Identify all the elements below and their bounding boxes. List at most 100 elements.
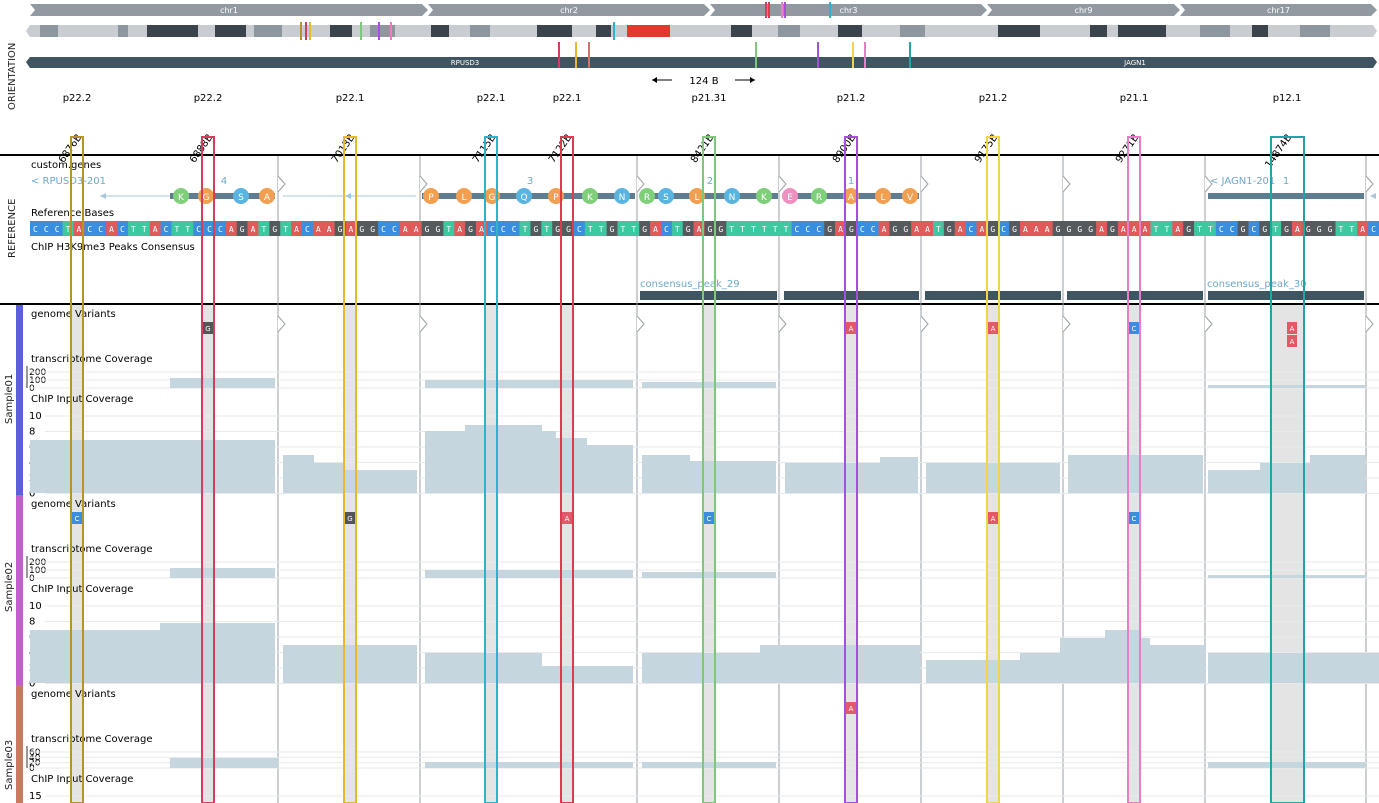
variant-base: C <box>1132 515 1137 523</box>
reference-base-letter: A <box>838 225 843 234</box>
chip-peak[interactable] <box>784 291 919 300</box>
ideogram-marker <box>613 22 615 40</box>
reference-base-letter: A <box>882 225 887 234</box>
section-divider <box>0 154 1379 156</box>
reference-base-letter: A <box>697 225 702 234</box>
variant-call[interactable] <box>562 512 572 524</box>
position-column-7122B[interactable] <box>560 136 574 803</box>
reference-base-letter: A <box>1099 225 1104 234</box>
locus-break-marker <box>277 315 286 333</box>
variant-call[interactable] <box>988 512 998 524</box>
reference-base <box>650 221 662 236</box>
transcript-label-JAGN1-201[interactable]: < JAGN1-201 <box>1210 176 1275 187</box>
variant-call[interactable] <box>704 512 714 524</box>
amino-acid-letter: N <box>619 193 626 203</box>
reference-base <box>998 221 1010 236</box>
reference-base-letter: A <box>1034 225 1039 234</box>
amino-acid-residue <box>756 188 772 204</box>
position-column-7115B[interactable] <box>484 136 498 803</box>
cytoband-dark <box>596 25 611 37</box>
peak-label-30[interactable]: consensus_peak_30 <box>1207 279 1307 290</box>
transcriptome-coverage-bar <box>1208 575 1365 578</box>
cytoband-dark <box>731 25 752 37</box>
peak-label-29[interactable]: consensus_peak_29 <box>640 279 740 290</box>
variant-call[interactable] <box>345 512 355 524</box>
position-column-9271B[interactable] <box>1127 136 1141 803</box>
sample-color-bar <box>16 685 23 803</box>
reference-base <box>573 221 586 236</box>
chip-peak[interactable] <box>1067 291 1203 300</box>
position-column-9175B[interactable] <box>986 136 1000 803</box>
ideogram-marker <box>784 2 786 18</box>
variant-base: C <box>1132 325 1137 333</box>
reference-base-letter: A <box>1045 225 1050 234</box>
reference-base <box>182 221 194 236</box>
ideogram-marker <box>300 22 302 40</box>
reference-base-letter: T <box>446 225 451 234</box>
reference-base-letter: C <box>207 225 212 234</box>
variant-call[interactable] <box>846 322 856 334</box>
band-label: p21.2 <box>837 93 866 104</box>
cytoband-dark <box>330 25 352 37</box>
chip-peak[interactable] <box>925 291 1061 300</box>
cytoband-dark <box>1118 25 1166 37</box>
reference-base <box>1346 221 1358 236</box>
gene-track[interactable] <box>26 57 1377 68</box>
variant-call[interactable] <box>846 702 856 714</box>
amino-acid-letter: K <box>178 193 185 203</box>
transcript-label-RPUSD3-201[interactable]: < RPUSD3-201 <box>31 176 106 187</box>
position-column-8900B[interactable] <box>844 136 858 803</box>
position-column-8421B[interactable] <box>702 136 716 803</box>
reference-base <box>454 221 466 236</box>
amino-acid-letter: Q <box>520 193 527 203</box>
reference-base-letter: G <box>468 225 473 234</box>
reference-base-letter: G <box>892 225 897 234</box>
chip-peak[interactable] <box>1208 291 1364 300</box>
reference-base-letter: A <box>294 225 299 234</box>
variant-call[interactable] <box>1129 322 1139 334</box>
reference-base-letter: G <box>610 225 615 234</box>
variant-call[interactable] <box>1287 322 1297 334</box>
tx-tick-label: 100 <box>29 566 46 576</box>
variant-call[interactable] <box>203 322 213 334</box>
variant-call[interactable] <box>1129 512 1139 524</box>
column-highlight <box>703 305 714 803</box>
variant-call[interactable] <box>72 512 82 524</box>
position-column-7013B[interactable] <box>343 136 357 803</box>
tx-tick-label: 200 <box>29 368 46 378</box>
position-column-6876B[interactable] <box>70 136 84 803</box>
amino-acid-letter: P <box>428 193 434 203</box>
chromosome-chr3[interactable] <box>710 4 987 16</box>
reference-base-letter: G <box>1012 225 1017 234</box>
position-column-6888B[interactable] <box>201 136 215 803</box>
chip-coverage-bar <box>690 461 776 493</box>
exon-block[interactable] <box>1208 193 1364 199</box>
chip-peak[interactable] <box>640 291 777 300</box>
exon-block[interactable] <box>170 193 275 199</box>
position-column-14874B[interactable] <box>1270 136 1305 803</box>
variant-call[interactable] <box>1287 335 1297 347</box>
reference-base <box>965 221 977 236</box>
chromosome-chr9[interactable] <box>987 4 1180 16</box>
reference-base <box>1226 221 1238 236</box>
ideogram-marker <box>765 2 767 18</box>
reference-base-letter: C <box>860 225 865 234</box>
reference-base <box>476 221 488 236</box>
reference-base <box>225 221 238 236</box>
chromosome-chr17[interactable] <box>1180 4 1377 16</box>
variant-call[interactable] <box>988 322 998 334</box>
exon-block[interactable] <box>640 193 778 199</box>
reference-base-letter: C <box>305 225 310 234</box>
chromosome-chr2[interactable] <box>428 4 710 16</box>
chromosome-chr1[interactable] <box>30 4 428 16</box>
reference-base <box>758 221 771 236</box>
reference-base-letter: G <box>903 225 908 234</box>
amino-acid-letter: L <box>694 193 699 203</box>
gene-position-marker <box>817 42 819 68</box>
chip-coverage-bar <box>465 425 542 493</box>
transcriptome-coverage-bar <box>425 762 633 768</box>
chip-coverage-bar <box>1150 645 1205 683</box>
reference-base <box>1161 221 1173 236</box>
